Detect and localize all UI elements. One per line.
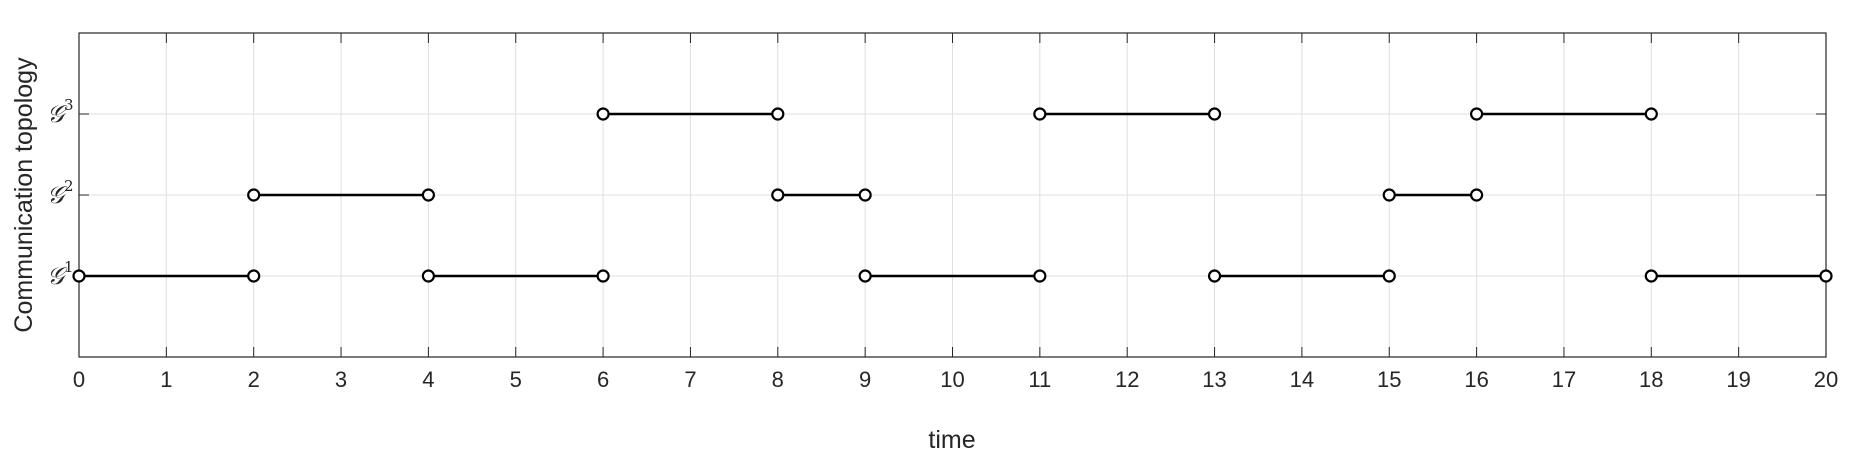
segment-start-marker — [1207, 269, 1222, 283]
x-tick-label: 3 — [335, 367, 347, 392]
x-tick-label: 20 — [1814, 367, 1838, 392]
y-tick-label-base: 𝒢 — [47, 262, 68, 290]
segment-end-marker — [596, 269, 610, 283]
grid-lines — [78, 33, 1827, 357]
segment-start-marker — [1033, 107, 1047, 121]
segment-start-marker — [247, 188, 261, 202]
y-tick-label-superscript: 3 — [64, 96, 74, 114]
segment-end-marker — [1033, 269, 1047, 283]
segment-start-marker — [1644, 269, 1658, 283]
segment-end-marker — [1819, 269, 1833, 283]
x-tick-label: 16 — [1464, 367, 1488, 392]
x-tick-label: 6 — [597, 367, 609, 392]
x-tick-label: 19 — [1726, 367, 1750, 392]
x-tick-label: 4 — [422, 367, 434, 392]
segment-end-marker — [1207, 107, 1222, 121]
segment-end-marker — [858, 188, 872, 202]
plot-frame — [78, 32, 1827, 358]
segment-end-marker — [1644, 107, 1658, 121]
x-tick-label: 5 — [510, 367, 522, 392]
x-tick-label: 8 — [772, 367, 784, 392]
segment-end-marker — [421, 188, 435, 202]
y-tick-label-base: 𝒢 — [47, 181, 68, 209]
x-tick-label: 18 — [1639, 367, 1663, 392]
x-tick-label: 0 — [73, 367, 85, 392]
segment-start-marker — [771, 188, 785, 202]
segment-start-marker — [421, 269, 435, 283]
x-tick-label: 2 — [248, 367, 260, 392]
x-axis-label: time — [928, 426, 975, 454]
segment-start-marker — [72, 269, 86, 283]
segment-end-marker — [771, 107, 785, 121]
segment-end-marker — [1469, 188, 1484, 202]
x-tick-label: 17 — [1552, 367, 1576, 392]
segment-start-marker — [596, 107, 610, 121]
y-axis-label: Communication topology — [10, 57, 38, 333]
segment-start-marker — [1469, 107, 1484, 121]
y-tick-label-base: 𝒢 — [47, 100, 68, 128]
x-tick-label: 12 — [1115, 367, 1139, 392]
y-tick-label-superscript: 1 — [64, 258, 74, 276]
x-tick-label: 9 — [859, 367, 871, 392]
segment-start-marker — [1382, 188, 1396, 202]
x-tick-label: 15 — [1377, 367, 1401, 392]
x-tick-label: 10 — [940, 367, 964, 392]
x-tick-labels: 0 1 2 3 4 5 6 7 8 9 10 11 12 13 14 15 16 17 18 19 20 — [73, 367, 1838, 392]
x-tick-label: 11 — [1028, 367, 1051, 392]
x-tick-label: 7 — [684, 367, 696, 392]
segments-group — [72, 107, 1833, 283]
x-tick-label: 1 — [160, 367, 172, 392]
y-tick-label-superscript: 2 — [64, 177, 74, 195]
y-tick-labels: 𝒢 1𝒢 2𝒢 3 — [47, 96, 74, 290]
x-tick-label: 14 — [1290, 367, 1314, 392]
segment-start-marker — [858, 269, 872, 283]
segment-end-marker — [247, 269, 261, 283]
segment-end-marker — [1382, 269, 1396, 283]
x-tick-label: 13 — [1202, 367, 1226, 392]
